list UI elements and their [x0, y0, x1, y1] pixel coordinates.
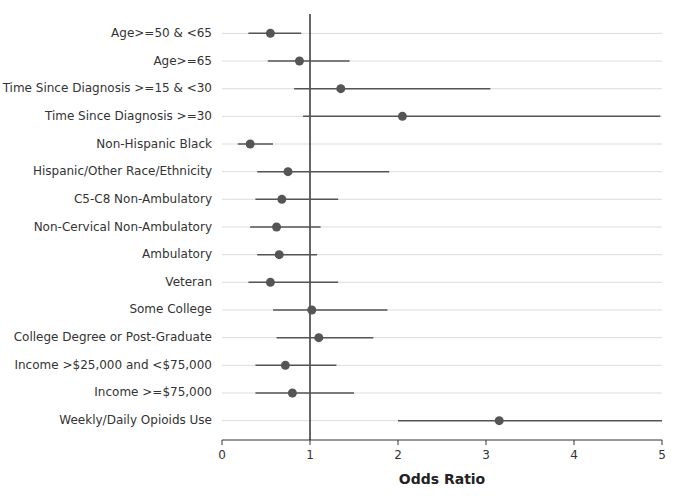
confidence-interval: [248, 282, 338, 284]
category-label: Veteran: [165, 275, 212, 289]
grid-line: [222, 227, 662, 228]
category-label: Non-Cervical Non-Ambulatory: [34, 220, 212, 234]
x-axis-label: Odds Ratio: [399, 471, 486, 487]
point-estimate: [398, 112, 407, 121]
grid-line: [222, 33, 662, 34]
category-label: Income >$25,000 and <$75,000: [14, 358, 212, 372]
grid-line: [222, 337, 662, 338]
y-labels: Age>=50 & <65 Age>=65 Time Since Diagnosis…: [2, 26, 212, 427]
tick-label: 5: [658, 448, 666, 462]
grid-line: [222, 116, 662, 117]
point-estimate: [275, 250, 284, 259]
category-label: Time Since Diagnosis >=30: [44, 109, 212, 123]
category-label: C5-C8 Non-Ambulatory: [74, 192, 212, 206]
confidence-interval: [268, 60, 350, 62]
grid-line: [222, 199, 662, 200]
confidence-interval: [255, 392, 354, 394]
grid-line: [222, 309, 662, 310]
category-label: Ambulatory: [142, 247, 212, 261]
point-estimate: [495, 416, 504, 425]
point-estimate: [272, 223, 281, 232]
point-estimate: [314, 333, 323, 342]
confidence-interval: [238, 143, 273, 145]
category-label: Age>=65: [153, 54, 212, 68]
confidence-interval: [294, 88, 490, 90]
category-label: College Degree or Post-Graduate: [14, 330, 212, 344]
category-label: Time Since Diagnosis >=15 & <30: [2, 81, 212, 95]
grid-line: [222, 144, 662, 145]
x-axis: 0 1 2 3 4 5 Odds Ratio: [218, 440, 666, 487]
confidence-interval: [303, 116, 660, 118]
point-estimate: [288, 388, 297, 397]
confidence-interval: [277, 337, 374, 339]
confidence-interval: [273, 309, 387, 311]
confidence-interval: [398, 420, 662, 422]
point-estimate: [246, 140, 255, 149]
tick-mark: [398, 440, 399, 445]
category-label: Hispanic/Other Race/Ethnicity: [33, 164, 212, 178]
point-estimate: [281, 361, 290, 370]
point-estimate: [277, 195, 286, 204]
tick-label: 4: [570, 448, 578, 462]
confidence-interval: [250, 226, 320, 228]
category-label: Age>=50 & <65: [111, 26, 212, 40]
confidence-interval: [257, 254, 317, 256]
grid-line: [222, 254, 662, 255]
marks: [238, 14, 662, 440]
confidence-interval: [255, 199, 338, 201]
point-estimate: [307, 305, 316, 314]
category-label: Some College: [129, 302, 212, 316]
chart: Age>=50 & <65 Age>=65 Time Since Diagnosis…: [0, 0, 685, 498]
grid-line: [222, 88, 662, 89]
tick-mark: [662, 440, 663, 445]
point-estimate: [266, 278, 275, 287]
confidence-interval: [257, 171, 389, 173]
tick-mark: [222, 440, 223, 445]
point-estimate: [295, 57, 304, 66]
tick-label: 2: [394, 448, 402, 462]
grid-line: [222, 420, 662, 421]
point-estimate: [266, 29, 275, 38]
tick-mark: [486, 440, 487, 445]
category-label: Income >=$75,000: [94, 385, 212, 399]
point-estimate: [336, 84, 345, 93]
tick-label: 0: [218, 448, 226, 462]
axis-line: [222, 440, 662, 441]
category-label: Weekly/Daily Opioids Use: [59, 413, 212, 427]
grid-line: [222, 282, 662, 283]
confidence-interval: [255, 365, 336, 367]
point-estimate: [284, 167, 293, 176]
grid: [222, 33, 662, 420]
tick-label: 1: [306, 448, 314, 462]
grid-line: [222, 61, 662, 62]
tick-mark: [574, 440, 575, 445]
category-label: Non-Hispanic Black: [96, 137, 212, 151]
tick-label: 3: [482, 448, 490, 462]
tick-mark: [310, 440, 311, 445]
